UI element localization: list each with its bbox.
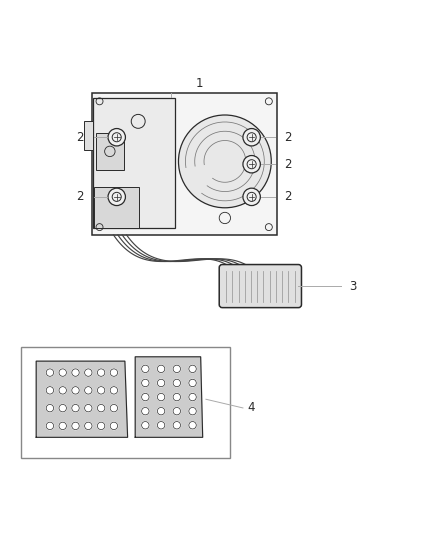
Bar — [84, 122, 93, 150]
Circle shape — [189, 365, 196, 373]
Text: 1: 1 — [196, 77, 203, 90]
Text: 3: 3 — [350, 280, 357, 293]
Circle shape — [173, 407, 180, 415]
Circle shape — [108, 188, 125, 206]
Bar — [94, 187, 139, 229]
Circle shape — [97, 405, 105, 412]
Circle shape — [189, 407, 196, 415]
Circle shape — [59, 386, 67, 394]
Circle shape — [46, 386, 53, 394]
Circle shape — [85, 422, 92, 430]
Text: 2: 2 — [284, 158, 292, 171]
Circle shape — [141, 422, 149, 429]
Bar — [95, 133, 124, 169]
Circle shape — [157, 393, 165, 401]
Circle shape — [85, 369, 92, 376]
Circle shape — [97, 422, 105, 430]
Text: 2: 2 — [77, 131, 84, 144]
Circle shape — [141, 379, 149, 386]
Circle shape — [46, 405, 53, 412]
Circle shape — [85, 405, 92, 412]
Circle shape — [72, 422, 79, 430]
Circle shape — [46, 369, 53, 376]
Circle shape — [59, 422, 67, 430]
Circle shape — [59, 369, 67, 376]
Bar — [93, 98, 175, 229]
Circle shape — [243, 156, 260, 173]
Circle shape — [189, 379, 196, 386]
Bar — [21, 347, 230, 458]
Circle shape — [72, 369, 79, 376]
Circle shape — [157, 379, 165, 386]
Circle shape — [141, 365, 149, 373]
Circle shape — [97, 386, 105, 394]
Circle shape — [110, 405, 117, 412]
Circle shape — [189, 422, 196, 429]
Circle shape — [59, 405, 67, 412]
Circle shape — [97, 369, 105, 376]
Circle shape — [141, 393, 149, 401]
Circle shape — [110, 386, 117, 394]
Circle shape — [85, 386, 92, 394]
Polygon shape — [135, 357, 203, 437]
Circle shape — [46, 422, 53, 430]
Circle shape — [173, 422, 180, 429]
Circle shape — [157, 422, 165, 429]
Circle shape — [141, 407, 149, 415]
Text: 2: 2 — [77, 190, 84, 204]
Circle shape — [157, 407, 165, 415]
Circle shape — [72, 405, 79, 412]
Polygon shape — [36, 361, 127, 437]
Circle shape — [110, 422, 117, 430]
Circle shape — [189, 393, 196, 401]
Circle shape — [243, 128, 260, 146]
Text: 4: 4 — [247, 401, 255, 415]
Circle shape — [72, 386, 79, 394]
Text: 2: 2 — [284, 190, 292, 204]
Bar — [92, 93, 277, 235]
Circle shape — [108, 128, 125, 146]
Text: 2: 2 — [284, 131, 292, 144]
FancyBboxPatch shape — [219, 264, 301, 308]
Circle shape — [243, 188, 260, 206]
Circle shape — [110, 369, 117, 376]
Circle shape — [173, 393, 180, 401]
Circle shape — [157, 365, 165, 373]
Circle shape — [173, 379, 180, 386]
Circle shape — [173, 365, 180, 373]
Circle shape — [178, 115, 271, 208]
